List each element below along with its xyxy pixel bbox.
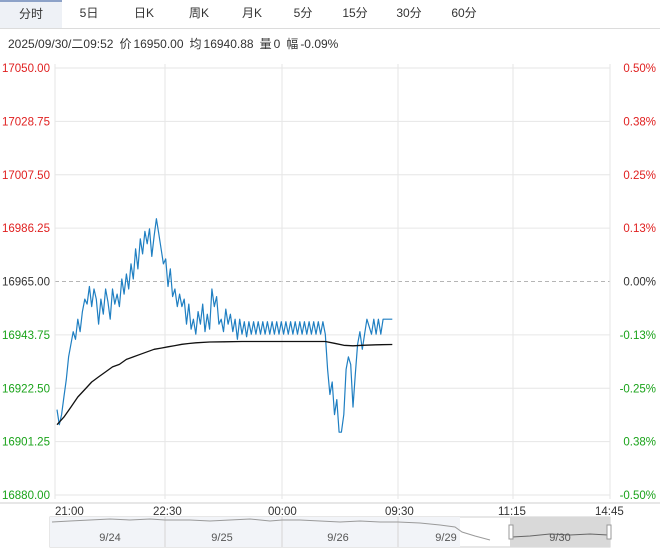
x-tick-5: 14:45	[595, 506, 624, 518]
chart-grid	[54, 64, 611, 499]
tab-0[interactable]: 分时	[0, 0, 62, 28]
y-tick-right-8: -0.50%	[620, 490, 656, 502]
info-volume: 0	[273, 37, 281, 51]
navigator-trace	[51, 518, 491, 541]
x-tick-1: 22:30	[153, 506, 182, 518]
navigator-label-1: 9/25	[211, 532, 232, 544]
navigator-label-4: 9/30	[549, 532, 570, 544]
navigator-label-2: 9/26	[327, 532, 348, 544]
navigator-handle-right[interactable]	[606, 524, 612, 540]
tab-4[interactable]: 月K	[241, 6, 262, 20]
y-tick-right-6: -0.25%	[620, 383, 656, 395]
x-tick-3: 09:30	[385, 506, 414, 518]
y-tick-right-4: 0.00%	[623, 277, 656, 289]
navigator-label-0: 9/24	[99, 532, 120, 544]
y-tick-right-5: -0.13%	[620, 330, 656, 342]
info-change-label: 幅	[286, 37, 299, 51]
y-tick-left-8: 16880.00	[2, 490, 50, 502]
y-tick-right-1: 0.38%	[623, 116, 656, 128]
y-tick-left-3: 16986.25	[2, 223, 50, 235]
info-avg: 16940.88	[203, 37, 254, 51]
info-price-label: 价	[119, 37, 132, 51]
x-tick-0: 21:00	[55, 506, 84, 518]
chart-lines	[56, 218, 393, 433]
tab-7[interactable]: 30分	[396, 6, 422, 20]
navigator-label-3: 9/29	[435, 532, 456, 544]
period-tabs: 分时 5日 日K 周K 月K 5分 15分 30分 60分	[0, 0, 660, 29]
y-axis-left: 17050.00 17028.75 17007.50 16986.25 16965.00…	[2, 63, 50, 502]
x-tick-2: 00:00	[268, 506, 297, 518]
tab-3[interactable]: 周K	[188, 6, 209, 20]
tab-5[interactable]: 5分	[293, 6, 313, 20]
tab-6[interactable]: 15分	[342, 6, 368, 20]
info-avg-label: 均	[189, 37, 202, 51]
y-tick-right-7: 0.38%	[623, 437, 656, 449]
y-tick-left-2: 17007.50	[2, 170, 50, 182]
tab-2[interactable]: 日K	[133, 6, 154, 20]
info-datetime: 2025/09/30/二09:52	[8, 37, 114, 51]
x-axis: 21:00 22:30 00:00 09:30 11:15 14:45	[0, 502, 660, 518]
info-bar: 2025/09/30/二09:52 价 16950.00 均 16940.88 量 0 幅 -0…	[8, 35, 344, 52]
navigator-trace-selected	[511, 533, 609, 538]
y-tick-left-0: 17050.00	[2, 63, 50, 75]
y-tick-right-3: 0.13%	[623, 223, 656, 235]
navigator-selected[interactable]	[510, 517, 610, 547]
y-tick-left-7: 16901.25	[2, 437, 50, 449]
average-line	[56, 340, 393, 426]
range-navigator: 9/24 9/25 9/26 9/29 9/30	[49, 516, 612, 548]
info-change: -0.09%	[300, 37, 339, 51]
y-tick-right-0: 0.50%	[623, 63, 656, 75]
navigator-handle-left[interactable]	[508, 524, 514, 540]
y-tick-right-2: 0.25%	[623, 170, 656, 182]
tab-8[interactable]: 60分	[451, 6, 477, 20]
y-tick-left-1: 17028.75	[2, 116, 50, 128]
info-price: 16950.00	[133, 37, 184, 51]
tab-1[interactable]: 5日	[79, 6, 99, 20]
y-tick-left-6: 16922.50	[2, 383, 50, 395]
y-tick-left-5: 16943.75	[2, 330, 50, 342]
price-line	[56, 218, 393, 433]
y-tick-left-4: 16965.00	[2, 277, 50, 289]
info-volume-label: 量	[259, 37, 272, 51]
y-axis-right: 0.50% 0.38% 0.25% 0.13% 0.00% -0.13% -0.25% 0.3…	[620, 63, 656, 502]
x-tick-4: 11:15	[498, 506, 526, 518]
